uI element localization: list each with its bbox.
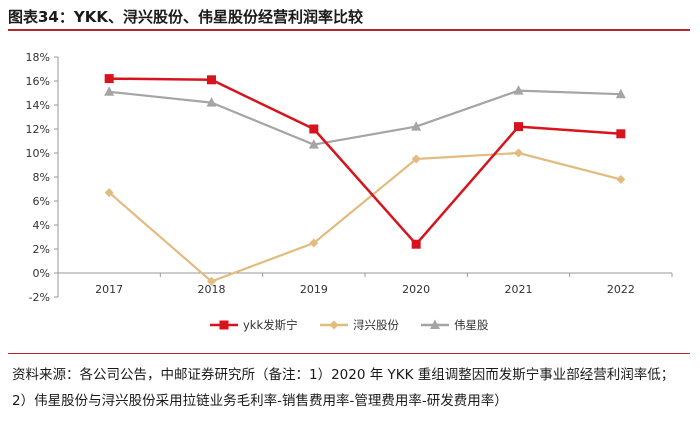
y-tick-label: 4%: [33, 219, 50, 232]
data-point-marker: [411, 239, 421, 249]
data-point-marker: [411, 154, 421, 164]
x-tick-label: 2020: [402, 283, 430, 296]
data-point-marker: [104, 188, 114, 198]
data-point-marker: [616, 174, 626, 184]
line-chart: -2%0%2%4%6%8%10%12%14%16%18% 2017 2018 201…: [26, 51, 673, 332]
data-point-marker: [411, 121, 422, 131]
y-tick-label: 16%: [26, 75, 50, 88]
x-tick-label: 2019: [300, 283, 328, 296]
y-tick-label: 18%: [26, 51, 50, 64]
source-divider: [8, 353, 690, 354]
legend-marker: [219, 320, 229, 330]
y-tick-label: 14%: [26, 99, 50, 112]
y-tick-label: 8%: [33, 171, 50, 184]
title-divider: [8, 29, 690, 31]
legend-label: 浔兴股份: [353, 318, 399, 332]
data-point-marker: [104, 86, 115, 96]
y-axis-ticks: -2% 0% 2% 4% 6% 8% 10% 12% 14% 16% 18%: [26, 51, 58, 304]
chart-legend: ykk发斯宁 浔兴股份 伟星股: [210, 318, 489, 332]
x-tick-label: 2018: [198, 283, 226, 296]
legend-label: ykk发斯宁: [243, 318, 298, 332]
legend-marker: [430, 319, 440, 329]
legend-label: 伟星股: [454, 318, 489, 332]
y-tick-label: -2%: [29, 291, 50, 304]
x-tick-label: 2017: [95, 283, 123, 296]
y-tick-label: 2%: [33, 243, 50, 256]
y-tick-label: 10%: [26, 147, 50, 160]
series-line-2: [108, 151, 622, 283]
series-line-3: [109, 89, 621, 146]
chart-title: 图表34：YKK、浔兴股份、伟星股份经营利润率比较: [8, 8, 363, 26]
y-tick-label: 6%: [33, 195, 50, 208]
series-lines: [108, 77, 622, 283]
x-axis-ticks: 2017 2018 2019 2020 2021 2022: [57, 273, 673, 296]
data-point-marker: [308, 139, 319, 149]
source-note: 资料来源：各公司公告，中邮证券研究所（备注：1）2020 年 YKK 重组调整因…: [12, 367, 675, 409]
data-point-marker: [514, 122, 523, 132]
data-point-marker: [206, 97, 217, 107]
y-tick-label: 12%: [26, 123, 50, 136]
data-point-marker: [513, 85, 524, 95]
data-point-marker: [207, 75, 216, 85]
data-point-marker: [309, 124, 319, 134]
series-markers: [104, 74, 626, 286]
data-point-marker: [616, 129, 626, 139]
x-tick-label: 2022: [607, 283, 635, 296]
legend-marker: [329, 320, 339, 330]
data-point-marker: [104, 74, 114, 84]
series-line-1: [109, 77, 621, 246]
data-point-marker: [309, 238, 319, 248]
data-point-marker: [514, 148, 523, 158]
data-point-marker: [207, 276, 216, 286]
x-tick-label: 2021: [505, 283, 533, 296]
data-point-marker: [615, 88, 626, 99]
y-tick-label: 0%: [33, 267, 50, 280]
